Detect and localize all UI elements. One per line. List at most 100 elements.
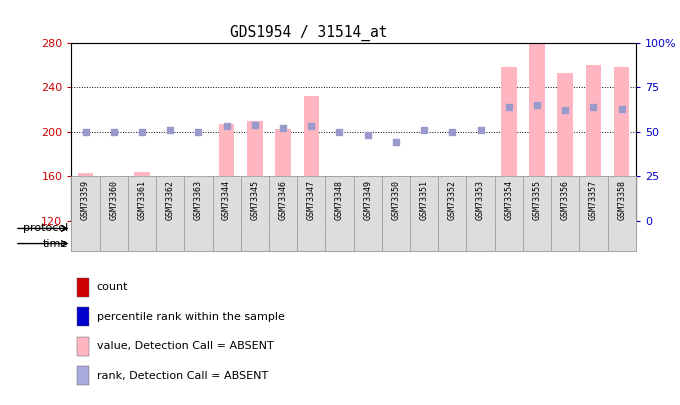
Bar — [558, 72, 573, 221]
Text: GSM73352: GSM73352 — [448, 180, 457, 220]
Bar — [190, 176, 206, 221]
FancyBboxPatch shape — [495, 221, 636, 236]
FancyBboxPatch shape — [241, 176, 269, 251]
Bar — [303, 96, 319, 221]
Bar — [445, 180, 460, 221]
Text: GSM73347: GSM73347 — [307, 180, 316, 220]
Text: GSM73360: GSM73360 — [109, 180, 118, 220]
FancyBboxPatch shape — [212, 176, 241, 251]
Text: GSM73354: GSM73354 — [505, 180, 513, 220]
Text: GSM73350: GSM73350 — [392, 180, 401, 220]
FancyBboxPatch shape — [99, 176, 128, 251]
FancyBboxPatch shape — [495, 236, 636, 251]
Text: time: time — [43, 239, 68, 249]
Bar — [247, 121, 262, 221]
Text: rank, Detection Call = ABSENT: rank, Detection Call = ABSENT — [97, 371, 268, 381]
Bar — [78, 173, 93, 221]
Bar — [77, 278, 90, 297]
Text: 4 h: 4 h — [133, 239, 151, 249]
Text: GSM73358: GSM73358 — [617, 180, 626, 220]
Point — [306, 123, 317, 130]
Point — [560, 107, 571, 113]
Text: GSM73346: GSM73346 — [279, 180, 288, 220]
Bar — [77, 366, 90, 385]
Text: GSM73362: GSM73362 — [166, 180, 175, 220]
Text: GSM73357: GSM73357 — [589, 180, 598, 220]
Text: GSM73351: GSM73351 — [420, 180, 428, 220]
Bar — [275, 130, 291, 221]
Text: GSM73355: GSM73355 — [532, 180, 541, 220]
Point — [250, 122, 260, 128]
Bar — [106, 180, 122, 221]
Text: GSM73348: GSM73348 — [335, 180, 344, 220]
Text: value, Detection Call = ABSENT: value, Detection Call = ABSENT — [97, 341, 273, 351]
Point — [80, 128, 91, 135]
Point — [193, 128, 204, 135]
Bar — [219, 124, 235, 221]
Point — [419, 127, 430, 133]
Text: GSM73345: GSM73345 — [250, 180, 259, 220]
FancyBboxPatch shape — [128, 176, 156, 251]
FancyBboxPatch shape — [71, 221, 354, 236]
Point — [108, 128, 119, 135]
FancyBboxPatch shape — [354, 176, 382, 251]
Bar — [501, 67, 517, 221]
Text: GSM73361: GSM73361 — [137, 180, 146, 220]
FancyBboxPatch shape — [156, 176, 184, 251]
FancyBboxPatch shape — [297, 176, 326, 251]
Bar — [134, 172, 150, 221]
Point — [165, 127, 175, 133]
Bar — [332, 180, 347, 221]
Text: GSM73349: GSM73349 — [363, 180, 372, 220]
Text: Affymetrix: Affymetrix — [184, 224, 241, 233]
FancyBboxPatch shape — [410, 176, 439, 251]
Point — [475, 127, 486, 133]
Text: GSM73363: GSM73363 — [194, 180, 203, 220]
Point — [503, 104, 514, 110]
Text: CodeLink: CodeLink — [398, 224, 450, 233]
Point — [334, 128, 345, 135]
FancyBboxPatch shape — [354, 221, 495, 236]
Title: GDS1954 / 31514_at: GDS1954 / 31514_at — [230, 25, 387, 41]
Bar — [163, 180, 178, 221]
FancyBboxPatch shape — [579, 176, 608, 251]
Bar — [614, 67, 630, 221]
Bar — [473, 180, 488, 221]
Bar — [416, 176, 432, 221]
Text: protocol: protocol — [22, 224, 68, 233]
FancyBboxPatch shape — [439, 176, 466, 251]
Point — [277, 125, 288, 131]
Bar — [529, 40, 545, 221]
FancyBboxPatch shape — [608, 176, 636, 251]
Bar — [77, 307, 90, 326]
Point — [390, 139, 401, 146]
FancyBboxPatch shape — [466, 176, 495, 251]
FancyBboxPatch shape — [326, 176, 354, 251]
Bar — [360, 216, 375, 221]
Point — [362, 132, 373, 139]
FancyBboxPatch shape — [71, 176, 99, 251]
FancyBboxPatch shape — [184, 176, 212, 251]
FancyBboxPatch shape — [382, 176, 410, 251]
Point — [447, 128, 458, 135]
Text: percentile rank within the sample: percentile rank within the sample — [97, 312, 285, 322]
FancyBboxPatch shape — [71, 236, 212, 251]
FancyBboxPatch shape — [495, 176, 523, 251]
FancyBboxPatch shape — [551, 176, 579, 251]
Text: count: count — [97, 282, 129, 292]
Bar — [77, 337, 90, 356]
FancyBboxPatch shape — [523, 176, 551, 251]
Text: 16 h: 16 h — [271, 239, 295, 249]
Text: GSM73356: GSM73356 — [561, 180, 570, 220]
Text: GSM73344: GSM73344 — [222, 180, 231, 220]
Point — [532, 102, 543, 108]
Text: Enzo: Enzo — [552, 224, 579, 233]
FancyBboxPatch shape — [269, 176, 297, 251]
FancyBboxPatch shape — [212, 236, 354, 251]
Text: 14 h: 14 h — [412, 239, 437, 249]
FancyBboxPatch shape — [354, 236, 495, 251]
Point — [588, 104, 599, 110]
Point — [137, 128, 148, 135]
Text: GSM73359: GSM73359 — [81, 180, 90, 220]
Point — [221, 123, 232, 130]
